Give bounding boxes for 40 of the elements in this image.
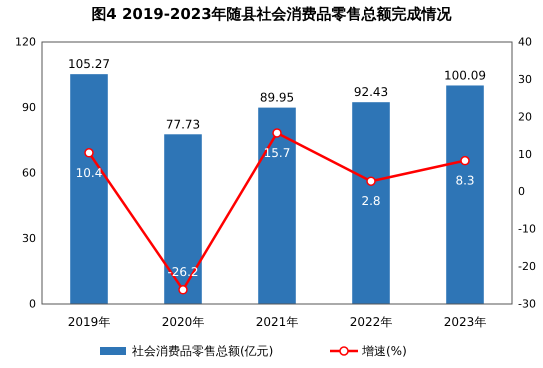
bar xyxy=(446,85,484,304)
bar xyxy=(164,134,202,304)
bar xyxy=(70,74,108,304)
y2-tick-label: -20 xyxy=(518,260,536,274)
x-tick-label: 2020年 xyxy=(162,315,204,329)
x-tick-label: 2021年 xyxy=(256,315,298,329)
bar xyxy=(258,108,296,304)
point xyxy=(178,285,188,295)
data-label: 10.4 xyxy=(76,166,102,180)
y-tick-label: 120 xyxy=(15,36,36,48)
data-label: 100.09 xyxy=(444,68,486,82)
y2-tick-label: 10 xyxy=(518,148,532,161)
y-tick-label: 0 xyxy=(29,298,36,310)
y-tick-label: 30 xyxy=(22,232,36,245)
data-label: 105.27 xyxy=(68,57,110,72)
y2-tick-label: 0 xyxy=(518,185,525,198)
legend-label: 社会消费品零售总额(亿元) xyxy=(132,344,274,358)
point xyxy=(460,156,470,166)
data-label: 89.95 xyxy=(260,90,294,105)
x-tick-label: 2022年 xyxy=(350,315,392,329)
data-label: 15.7 xyxy=(264,146,290,160)
point xyxy=(84,148,94,158)
data-label: 77.73 xyxy=(166,117,200,132)
point xyxy=(272,128,282,138)
y2-tick-label: 40 xyxy=(518,36,532,48)
chart-title: 图4 2019-2023年随县社会消费品零售总额完成情况 xyxy=(91,5,453,23)
legend-label: 增速(%) xyxy=(361,344,407,358)
data-label: 8.3 xyxy=(455,174,475,188)
y2-tick-label: 20 xyxy=(518,110,532,124)
point xyxy=(366,176,376,186)
data-label: 2.8 xyxy=(361,194,381,208)
bar xyxy=(352,102,390,304)
y2-tick-label: -30 xyxy=(518,298,536,310)
data-label: 92.43 xyxy=(354,85,388,100)
x-tick-label: 2023年 xyxy=(444,315,486,329)
y2-tick-label: -10 xyxy=(518,222,536,236)
y2-tick-label: 30 xyxy=(518,72,532,86)
y-tick-label: 90 xyxy=(22,101,36,114)
x-tick-label: 2019年 xyxy=(68,315,110,329)
y-tick-label: 60 xyxy=(22,166,36,180)
